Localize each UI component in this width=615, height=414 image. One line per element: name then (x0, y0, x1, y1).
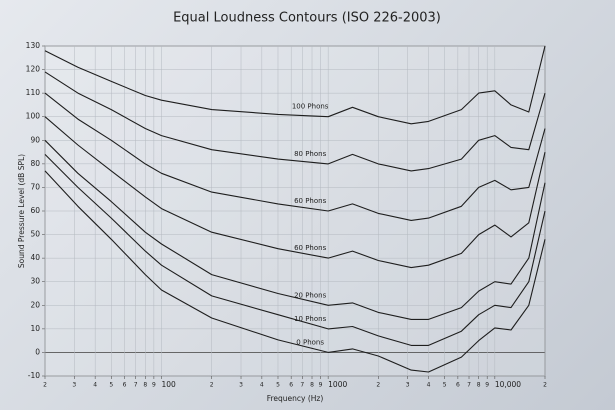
x-tick-label: 7 (300, 382, 304, 389)
y-tick-label: 100 (26, 112, 41, 121)
x-tick-label: 3 (406, 382, 410, 389)
y-axis-label: Sound Pressure Level (dB SPL) (17, 154, 26, 268)
x-tick-label: 9 (485, 382, 489, 389)
contour-label: 100 Phons (292, 103, 329, 111)
y-tick-label: 40 (30, 253, 40, 262)
contour-line (44, 170, 546, 373)
contour-label: 10 Phons (294, 315, 327, 323)
x-tick-label: 9 (319, 382, 323, 389)
x-tick-label: 5 (443, 382, 447, 389)
contour-line (44, 139, 546, 320)
contour-label: 80 Phons (294, 150, 327, 158)
x-tick-label: 7 (134, 382, 138, 389)
y-tick-label: 30 (30, 277, 40, 286)
x-axis-label: Frequency (Hz) (267, 394, 324, 403)
y-tick-label: 70 (30, 182, 40, 191)
y-tick-label: 80 (30, 159, 40, 168)
chart-title: Equal Loudness Contours (ISO 226-2003) (173, 11, 441, 26)
x-tick-label: 1000 (328, 380, 347, 389)
x-tick-label: 4 (93, 382, 97, 389)
x-tick-label: 6 (289, 382, 293, 389)
contour-line (44, 154, 546, 346)
x-tick-label: 100 (161, 380, 176, 389)
x-tick-label: 2 (376, 382, 380, 389)
x-tick-label: 5 (276, 382, 280, 389)
contour-label: 60 Phons (294, 197, 327, 205)
x-tick-label: 4 (260, 382, 264, 389)
x-tick-label: 8 (477, 382, 481, 389)
y-tick-label: 120 (26, 65, 41, 74)
x-tick-label: 4 (427, 382, 431, 389)
y-tick-label: 50 (30, 230, 40, 239)
x-tick-label: 7 (467, 382, 471, 389)
y-tick-label: -10 (28, 371, 40, 380)
y-tick-label: 20 (30, 300, 40, 309)
x-tick-label: 6 (456, 382, 460, 389)
y-tick-label: 90 (30, 135, 40, 144)
x-tick-label: 3 (72, 382, 76, 389)
y-tick-label: 0 (35, 347, 40, 356)
x-tick-label: 8 (310, 382, 314, 389)
x-tick-label: 3 (239, 382, 243, 389)
y-tick-label: 130 (26, 41, 41, 50)
x-tick-label: 10,000 (495, 380, 521, 389)
y-tick-label: 60 (30, 206, 40, 215)
contour-label: 20 Phons (294, 291, 327, 299)
contour-label: 60 Phons (294, 244, 327, 252)
x-tick-label: 9 (152, 382, 156, 389)
x-tick-label: 8 (143, 382, 147, 389)
y-tick-label: 110 (26, 88, 41, 97)
contour-line (44, 45, 546, 125)
x-tick-label: 2 (210, 382, 214, 389)
contour-line (44, 71, 546, 172)
contour-label: 0 Phons (296, 338, 324, 346)
contour-line (44, 92, 546, 221)
x-tick-label: 5 (109, 382, 113, 389)
x-tick-label: 2 (43, 382, 47, 389)
y-tick-label: 10 (30, 324, 40, 333)
x-tick-label: 2 (543, 382, 547, 389)
x-tick-label: 6 (123, 382, 127, 389)
contour-line (44, 116, 546, 269)
